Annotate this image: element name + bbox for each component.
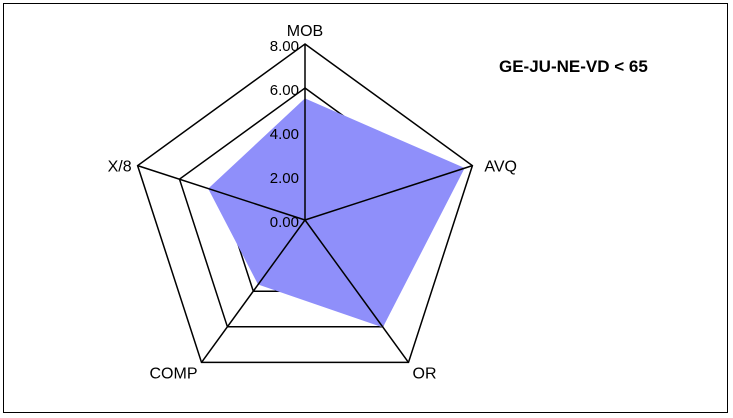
tick-label-2-00: 2.00 bbox=[270, 170, 299, 187]
chart-frame: MOB AVQ OR COMP X/8 0.00 2.00 4.00 6.00 8.00 GE-J… bbox=[3, 3, 728, 413]
axis-spoke-x8 bbox=[137, 164, 306, 221]
axis-label-comp: COMP bbox=[150, 365, 198, 382]
series-layer bbox=[208, 98, 465, 328]
axis-spoke-or bbox=[304, 219, 410, 363]
axis-label-mob: MOB bbox=[287, 23, 323, 40]
axis-label-or: OR bbox=[413, 365, 437, 382]
tick-label-0-00: 0.00 bbox=[270, 214, 299, 231]
label-layer: MOB AVQ OR COMP X/8 0.00 2.00 4.00 6.00 8.00 bbox=[108, 23, 517, 382]
tick-label-4-00: 4.00 bbox=[270, 126, 299, 143]
axis-spoke-comp bbox=[200, 219, 306, 363]
series-area-0 bbox=[208, 98, 465, 328]
chart-title: GE-JU-NE-VD < 65 bbox=[499, 57, 648, 76]
tick-label-8-00: 8.00 bbox=[270, 38, 299, 55]
axis-label-x8: X/8 bbox=[108, 159, 132, 176]
axis-label-avq: AVQ bbox=[484, 159, 517, 176]
axis-spoke-avq bbox=[304, 164, 473, 221]
spoke-layer bbox=[137, 44, 473, 363]
grid-ring-8-00 bbox=[136, 43, 474, 364]
tick-label-6-00: 6.00 bbox=[270, 82, 299, 99]
radar-chart: MOB AVQ OR COMP X/8 0.00 2.00 4.00 6.00 8.00 GE-J… bbox=[108, 23, 648, 382]
